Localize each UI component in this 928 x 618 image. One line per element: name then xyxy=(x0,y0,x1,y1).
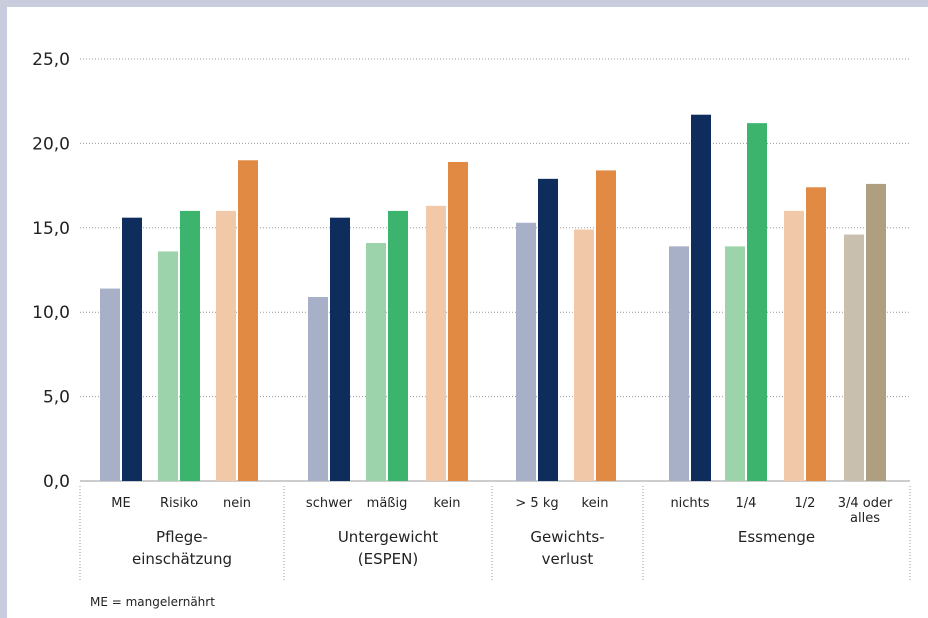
y-tick-label: 15,0 xyxy=(32,219,70,239)
x-tick-label: alles xyxy=(850,511,880,526)
bar xyxy=(216,210,236,482)
x-tick-label: nichts xyxy=(670,496,709,511)
y-tick-label: 25,0 xyxy=(32,50,70,70)
y-tick-label: 5,0 xyxy=(43,388,70,408)
x-tick-label: 3/4 oder xyxy=(838,496,893,511)
x-tick-label: ME xyxy=(111,496,130,511)
bar xyxy=(669,246,689,481)
bar xyxy=(806,187,826,481)
group-label: einschätzung xyxy=(132,550,232,568)
bar xyxy=(308,297,328,481)
group-label: Untergewicht xyxy=(338,528,438,546)
bar xyxy=(100,288,120,481)
bar xyxy=(538,178,558,481)
group-label: (ESPEN) xyxy=(358,550,418,568)
bar xyxy=(866,183,886,482)
group-label: verlust xyxy=(542,550,594,568)
x-tick-label: schwer xyxy=(306,496,353,511)
bar xyxy=(330,217,350,481)
bar xyxy=(725,246,745,481)
bar xyxy=(388,210,408,482)
group-label: Essmenge xyxy=(738,528,815,546)
bar xyxy=(691,114,711,481)
bar xyxy=(122,217,142,481)
bar xyxy=(596,170,616,481)
bar xyxy=(747,123,767,482)
x-tick-label: mäßig xyxy=(367,496,408,511)
x-tick-label: kein xyxy=(582,496,609,511)
x-tick-label: nein xyxy=(223,496,251,511)
group-label: Gewichts- xyxy=(530,528,604,546)
bar xyxy=(448,161,468,481)
bar xyxy=(426,205,446,481)
x-tick-label: > 5 kg xyxy=(515,496,558,511)
y-tick-label: 0,0 xyxy=(43,472,70,492)
bar xyxy=(238,160,258,481)
group-label: Pflege- xyxy=(156,528,208,546)
x-tick-label: kein xyxy=(434,496,461,511)
y-tick-label: 20,0 xyxy=(32,134,70,154)
y-tick-label: 10,0 xyxy=(32,303,70,323)
bar xyxy=(784,210,804,482)
bar xyxy=(516,222,536,481)
bar xyxy=(574,229,594,481)
bar xyxy=(158,251,178,481)
x-tick-label: 1/2 xyxy=(795,496,816,511)
footnote: ME = mangelernährt xyxy=(90,595,215,609)
x-tick-label: 1/4 xyxy=(736,496,757,511)
x-tick-label: Risiko xyxy=(160,496,198,511)
bar xyxy=(844,234,864,481)
bar xyxy=(366,242,386,481)
bar xyxy=(180,210,200,482)
